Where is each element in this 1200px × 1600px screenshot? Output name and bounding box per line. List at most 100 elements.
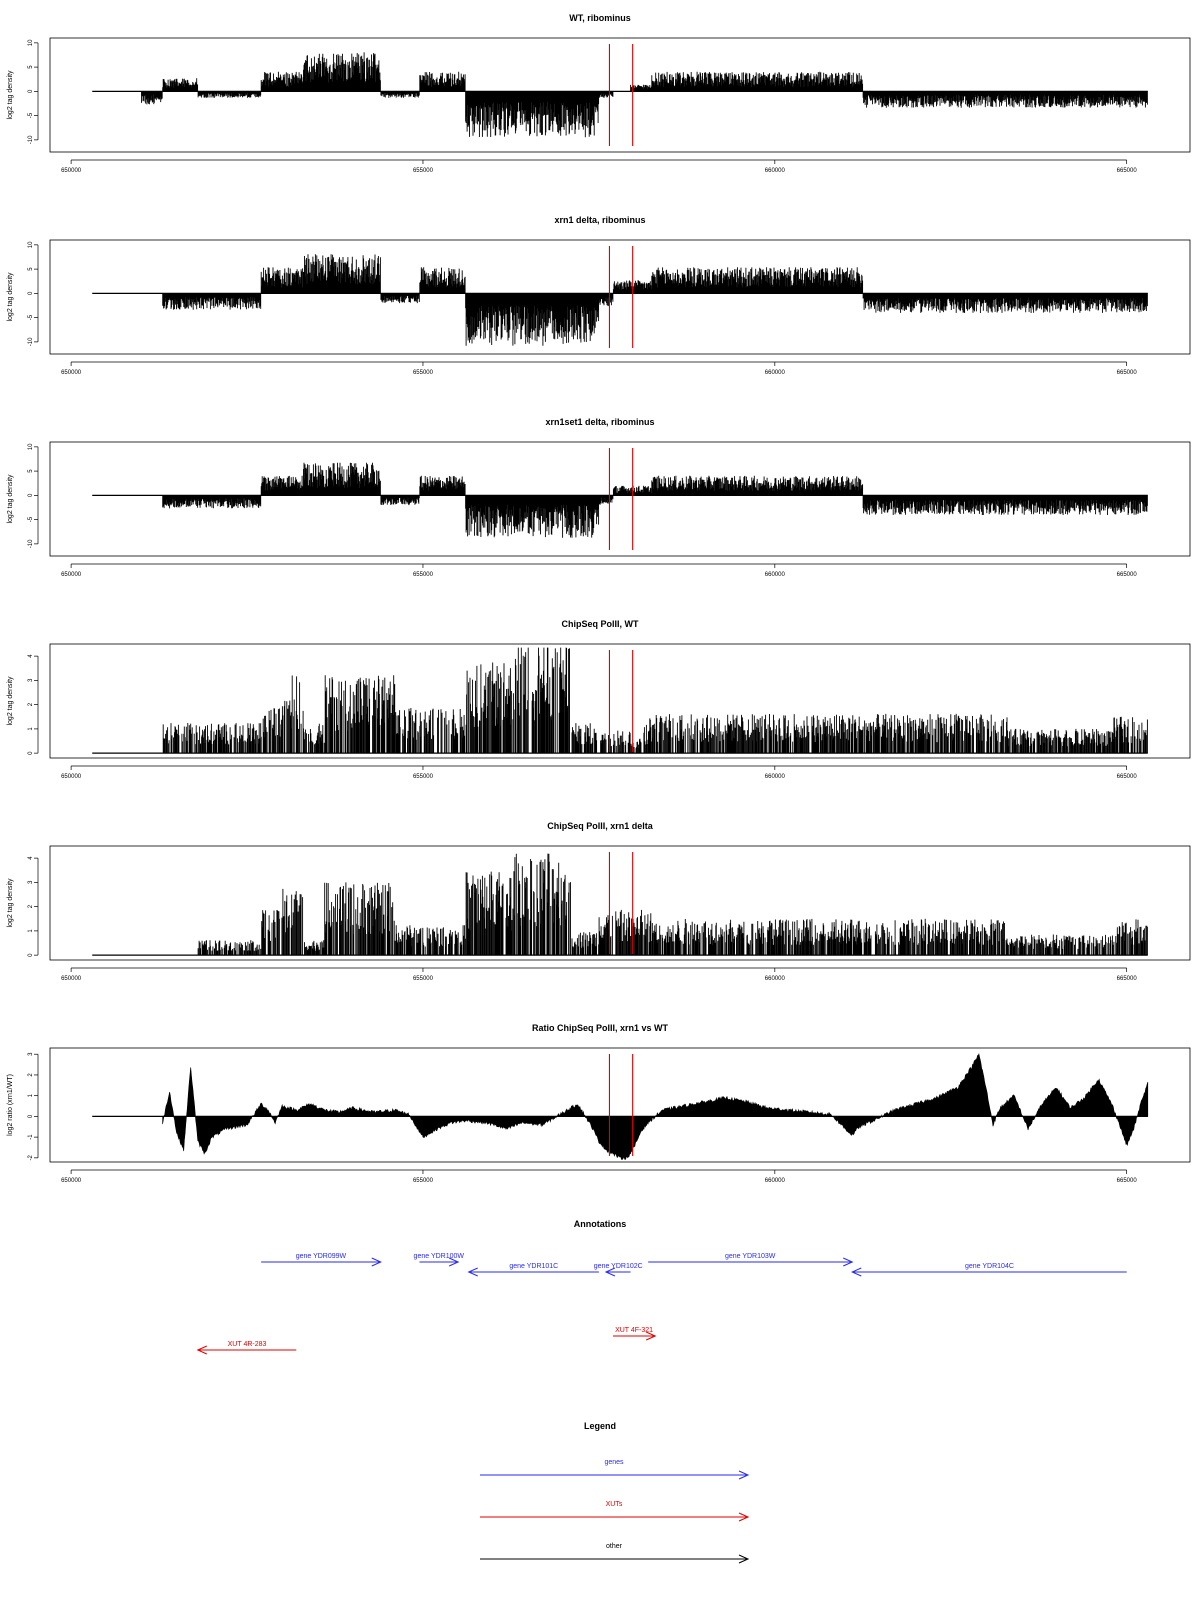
signal-bars <box>141 52 1148 138</box>
panel-title: ChipSeq PolII, WT <box>562 619 639 629</box>
y-tick-label: 3 <box>28 678 34 682</box>
chart-panel-2: xrn1 delta, ribominus -10 -5 0 5 10 log2 tag d… <box>7 215 1191 376</box>
arrow-head <box>448 1257 460 1267</box>
x-tick-label: 650000 <box>61 572 82 578</box>
annotations-panel: Annotations gene YDR099W gene YDR100W gene… <box>196 1219 1127 1355</box>
legend-label: XUTs <box>606 1501 623 1508</box>
y-tick-label: 10 <box>28 39 34 46</box>
legend-panel: Legend genes XUTs other <box>480 1421 750 1564</box>
chart-panel-5: ChipSeq PolII, xrn1 delta 0 1 2 3 4 log2 tag d… <box>7 821 1191 982</box>
x-tick-label: 650000 <box>61 168 82 174</box>
y-tick-label: 0 <box>28 291 34 295</box>
gene-arrow <box>604 1267 631 1277</box>
x-tick-label: 655000 <box>413 370 434 376</box>
legend-title: Legend <box>584 1421 616 1431</box>
y-axis-label: log2 ratio (xrn1/WT) <box>7 1074 14 1136</box>
plot-frame <box>49 37 1191 153</box>
y-tick-label: 3 <box>28 1052 34 1056</box>
y-tick-label: -2 <box>28 1155 34 1161</box>
gene-label: gene YDR101C <box>509 1263 558 1270</box>
x-tick-label: 665000 <box>1117 168 1138 174</box>
y-tick-label: -10 <box>28 337 34 346</box>
legend-label: other <box>606 1543 623 1550</box>
y-tick-label: 1 <box>28 727 34 731</box>
xut-label: XUT 4F-321 <box>615 1327 653 1334</box>
gene-label: gene YDR104C <box>965 1263 1014 1270</box>
x-tick-label: 665000 <box>1117 370 1138 376</box>
arrow-head <box>738 1470 750 1480</box>
x-tick-label: 665000 <box>1117 1178 1138 1184</box>
x-tick-label: 655000 <box>413 168 434 174</box>
chart-panel-4: ChipSeq PolII, WT 0 1 2 3 4 log2 tag density 65… <box>7 619 1191 780</box>
y-tick-label: 1 <box>28 1093 34 1097</box>
plot-frame <box>49 441 1191 557</box>
plot-frame <box>49 643 1191 759</box>
gene-arrow <box>850 1267 1127 1277</box>
y-tick-label: -10 <box>28 539 34 548</box>
arrow-head <box>196 1345 207 1355</box>
x-tick-label: 660000 <box>765 572 786 578</box>
signal-bars <box>162 462 1148 538</box>
x-tick-label: 660000 <box>765 168 786 174</box>
chart-panel-3: xrn1set1 delta, ribominus -10 -5 0 5 10 log2 t… <box>7 417 1191 578</box>
y-axis-label: log2 tag density <box>7 272 14 322</box>
y-tick-label: -1 <box>28 1134 34 1140</box>
y-tick-label: 5 <box>28 65 34 69</box>
legend-arrow-other <box>480 1554 750 1564</box>
y-tick-label: 4 <box>28 654 34 658</box>
legend-label: genes <box>604 1459 624 1466</box>
panel-title: xrn1 delta, ribominus <box>554 215 645 225</box>
x-tick-label: 650000 <box>61 976 82 982</box>
x-tick-label: 655000 <box>413 1178 434 1184</box>
gene-arrow <box>261 1257 382 1267</box>
x-tick-label: 665000 <box>1117 774 1138 780</box>
y-tick-label: -5 <box>28 516 34 522</box>
y-axis-label: log2 tag density <box>7 676 14 726</box>
x-tick-label: 660000 <box>765 1178 786 1184</box>
x-tick-label: 655000 <box>413 572 434 578</box>
plot-frame <box>49 239 1191 355</box>
x-tick-label: 660000 <box>765 774 786 780</box>
plot-frame <box>49 845 1191 961</box>
x-tick-label: 660000 <box>765 976 786 982</box>
signal-bars <box>162 254 1148 346</box>
panel-title: ChipSeq PolII, xrn1 delta <box>547 821 654 831</box>
x-tick-label: 665000 <box>1117 976 1138 982</box>
signal-bars <box>162 647 1148 754</box>
gene-arrow <box>467 1267 599 1277</box>
arrow-head <box>843 1257 854 1267</box>
y-tick-label: 1 <box>28 929 34 933</box>
arrow-head <box>738 1512 750 1522</box>
plot-frame <box>49 1047 1191 1163</box>
x-tick-label: 655000 <box>413 976 434 982</box>
xut-arrow <box>196 1345 297 1355</box>
y-tick-label: 3 <box>28 880 34 884</box>
gene-label: gene YDR100W <box>414 1253 465 1260</box>
gene-arrow <box>419 1257 460 1267</box>
y-tick-label: -10 <box>28 135 34 144</box>
y-tick-label: 0 <box>28 1114 34 1118</box>
x-tick-label: 665000 <box>1117 572 1138 578</box>
x-tick-label: 660000 <box>765 370 786 376</box>
chart-panel-6: Ratio ChipSeq PolII, xrn1 vs WT -2 -1 0 1 2 3 l… <box>7 1023 1191 1184</box>
x-tick-label: 650000 <box>61 370 82 376</box>
arrow-head <box>604 1267 616 1277</box>
ratio-area <box>162 1053 1149 1160</box>
signal-bars <box>197 853 1148 956</box>
gene-label: gene YDR102C <box>594 1263 643 1270</box>
y-tick-label: 2 <box>28 702 34 706</box>
x-tick-label: 650000 <box>61 1178 82 1184</box>
arrow-head <box>645 1331 657 1341</box>
xut-arrow <box>612 1331 657 1341</box>
y-tick-label: -5 <box>28 314 34 320</box>
annotations-title: Annotations <box>574 1219 627 1229</box>
y-tick-label: 10 <box>28 241 34 248</box>
y-tick-label: 0 <box>28 751 34 755</box>
y-tick-label: 0 <box>28 953 34 957</box>
y-axis-label: log2 tag density <box>7 878 14 928</box>
y-axis-label: log2 tag density <box>7 474 14 524</box>
arrow-head <box>371 1257 382 1267</box>
y-tick-label: 10 <box>28 443 34 450</box>
y-tick-label: 2 <box>28 1073 34 1077</box>
